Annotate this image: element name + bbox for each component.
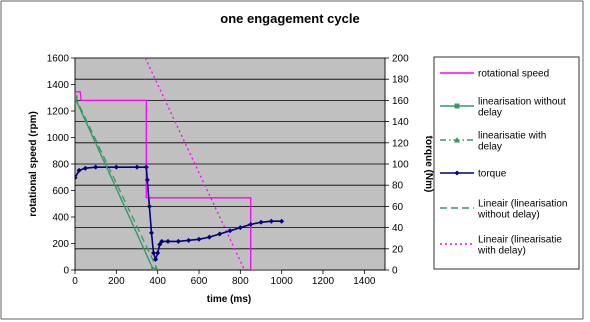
legend-label: Lineair (linearisatie with delay): [477, 235, 562, 257]
x-axis-title: time (ms): [207, 294, 251, 305]
series-line-rotational-speed: [75, 91, 282, 270]
x-tick-label: 600: [191, 276, 208, 287]
legend-label-line: linearisatie with: [478, 131, 546, 142]
y-right-tick-label: 60: [392, 202, 404, 213]
y-left-tick-label: 200: [52, 239, 69, 250]
x-tick-label: 800: [232, 276, 249, 287]
data-point-torque: [134, 164, 140, 170]
legend-label-line: torque: [478, 169, 507, 180]
y-right-tick-label: 100: [392, 160, 409, 171]
data-point-torque: [237, 225, 243, 231]
data-point-torque: [196, 236, 202, 242]
chart-title: one engagement cycle: [220, 11, 359, 26]
y-left-tick-label: 600: [52, 186, 69, 197]
y-right-tick-label: 40: [392, 223, 404, 234]
y-right-tick-label: 20: [392, 244, 404, 255]
data-point-torque: [155, 250, 161, 256]
legend-label: Lineair (linearisation without delay): [477, 199, 568, 221]
legend-label-line: linearisation without: [478, 97, 566, 108]
legend-marker: [454, 170, 460, 176]
data-point-torque: [144, 177, 150, 183]
data-point-torque: [75, 175, 78, 181]
y-right-tick-label: 0: [392, 266, 398, 277]
y-right-axis-title: torque (Nm): [423, 136, 434, 193]
y-left-axis-title: rotational speed (rpm): [28, 111, 39, 217]
y-right-tick-label: 160: [392, 96, 409, 107]
data-point-torque: [186, 237, 192, 243]
y-right-tick-label: 120: [392, 138, 409, 149]
data-point-torque: [165, 238, 171, 244]
data-point-torque: [227, 228, 233, 234]
legend-label: linearisation without delay: [478, 97, 566, 119]
x-tick-label: 1200: [312, 276, 335, 287]
legend-label: linearisatie with delay: [478, 131, 546, 153]
y-right-tick-label: 200: [392, 54, 409, 65]
y-right-tick-label: 80: [392, 181, 404, 192]
plot-area: 0200400600800100012001400160002040608010…: [47, 54, 409, 288]
data-point-linearisatie-with-delay: [151, 267, 156, 270]
y-left-tick-label: 1200: [47, 107, 70, 118]
y-left-tick-label: 1000: [47, 133, 70, 144]
data-point-torque: [148, 230, 154, 236]
data-point-torque: [93, 164, 99, 170]
legend-label-line: rotational speed: [478, 69, 549, 80]
y-left-tick-label: 400: [52, 213, 69, 224]
data-point-torque: [143, 164, 149, 170]
y-left-tick-label: 1600: [47, 54, 70, 65]
data-point-torque: [82, 165, 88, 171]
data-point-torque: [113, 164, 119, 170]
y-left-tick-label: 800: [52, 160, 69, 171]
data-point-torque: [76, 167, 82, 173]
legend-label-line: Lineair (linearisation: [478, 199, 568, 210]
legend-box: [433, 56, 580, 270]
x-tick-label: 200: [108, 276, 125, 287]
y-left-tick-label: 1400: [47, 80, 70, 91]
data-point-torque: [159, 238, 165, 244]
data-point-linearisatie-with-delay: [75, 94, 78, 101]
data-point-torque: [175, 238, 181, 244]
y-right-tick-label: 180: [392, 75, 409, 86]
x-tick-label: 1400: [353, 276, 376, 287]
legend-marker: [454, 137, 460, 143]
x-tick-label: 1000: [271, 276, 294, 287]
legend-label-line: Lineair (linearisatie: [478, 235, 562, 246]
data-point-torque: [268, 218, 274, 224]
y-left-tick-label: 0: [63, 266, 69, 277]
data-point-torque: [279, 218, 285, 224]
series-line-linearisatie-with-delay: [75, 97, 155, 270]
data-point-torque: [217, 231, 223, 237]
x-tick-label: 400: [149, 276, 166, 287]
data-point-torque: [206, 234, 212, 240]
data-point-torque: [153, 256, 159, 262]
legend-label-line: with delay): [477, 246, 526, 257]
legend-label-line: delay: [478, 142, 502, 153]
data-point-torque: [157, 242, 163, 248]
data-point-torque: [258, 219, 264, 225]
y-right-tick-label: 140: [392, 117, 409, 128]
data-point-torque: [151, 250, 157, 256]
series-group: [75, 58, 285, 270]
series-line-lineair-linearisatie-with-delay: [144, 58, 246, 270]
legend-label: torque: [478, 169, 507, 180]
data-point-torque: [248, 221, 254, 227]
legend-marker: [454, 103, 460, 109]
x-tick-label: 0: [72, 276, 78, 287]
legend-label-line: delay: [478, 108, 502, 119]
data-point-torque: [146, 203, 152, 209]
series-line-lineair-linearisation-without-delay: [75, 96, 159, 270]
legend-label-line: without delay): [477, 210, 540, 221]
legend-label: rotational speed: [478, 69, 549, 80]
